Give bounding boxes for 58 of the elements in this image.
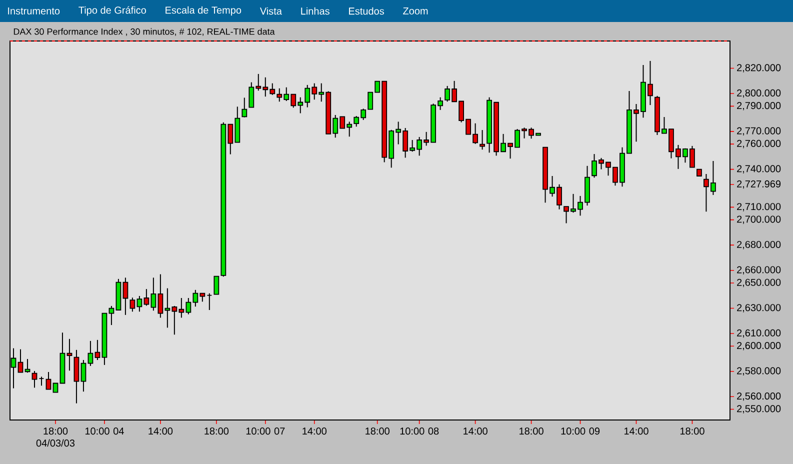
y-tick-label: 2,600.000 [737, 342, 781, 350]
candlestick [214, 276, 220, 295]
text: Vista [260, 7, 282, 15]
x-tick-label: 18:00 [520, 428, 544, 435]
y-tick-label: 2,700.000 [737, 216, 781, 224]
text: Tipo de Gráfico [78, 6, 146, 16]
y-tick-label: 2,740.000 [737, 165, 781, 174]
candlestick [94, 339, 100, 361]
candlestick [144, 288, 150, 306]
y-tick-label: 2,710.000 [737, 203, 781, 212]
x-tick-label: 18:00 04/03/03 [36, 428, 75, 447]
candlestick [46, 372, 52, 390]
candlestick [150, 277, 156, 312]
candlestick [242, 97, 248, 118]
chart-title: DAX 30 Performance Index , 30 minutos, # 102, REAL-TIME data [14, 28, 275, 36]
y-tick-label: 2,800.000 [737, 89, 781, 98]
x-tick-label: 14:00 [624, 428, 648, 435]
text: Instrumento [8, 8, 60, 14]
y-tick-label: 2,760.000 [737, 140, 781, 148]
text: Linhas [301, 7, 330, 15]
candlestick [108, 305, 114, 326]
candlestick [80, 360, 86, 392]
candlestick [24, 358, 30, 374]
x-tick-label: 10:00 09 [561, 428, 600, 435]
x-tick-label: 18:00 [366, 428, 390, 435]
y-tick-label: 2,580.000 [737, 367, 781, 376]
candlestick [130, 297, 136, 312]
candlestick [136, 295, 142, 312]
y-tick-label: 2,660.000 [737, 266, 781, 274]
x-tick-label: 14:00 [302, 428, 327, 435]
y-tick-label: 2,560.000 [737, 392, 781, 401]
x-tick-label: 18:00 [680, 428, 704, 435]
candlestick [122, 277, 128, 316]
candlestick [74, 349, 80, 404]
y-tick-label: 2,770.000 [737, 127, 781, 136]
candlestick [66, 338, 72, 372]
x-tick-label: 14:00 [464, 428, 488, 435]
y-tick-label: 2,820.000 [737, 64, 781, 72]
y-tick-label: 2,630.000 [737, 304, 781, 312]
x-tick-label: 18:00 [204, 428, 229, 435]
y-tick-label: 2,610.000 [737, 329, 781, 338]
x-tick-label: 10:00 04 [85, 428, 124, 435]
x-tick-label: 14:00 [148, 428, 173, 435]
x-tick-label: 10:00 07 [246, 428, 285, 435]
text: Escala de Tempo [166, 6, 242, 16]
y-tick-label: 2,790.000 [737, 102, 781, 110]
y-tick-label: 2,550.000 [737, 405, 781, 414]
candlestick [88, 340, 94, 366]
candlestick [480, 130, 485, 150]
candlestick [18, 348, 24, 373]
x-tick-label: 10:00 08 [400, 428, 439, 435]
y-tick-label: 2,650.000 [737, 278, 781, 288]
text: Zoom [403, 8, 428, 14]
y-tick-label: 2,727.969 [737, 180, 781, 189]
candlestick [32, 370, 38, 388]
candlestick [52, 382, 58, 393]
y-tick-label: 2,680.000 [737, 240, 781, 250]
text: Estudos [349, 7, 384, 15]
